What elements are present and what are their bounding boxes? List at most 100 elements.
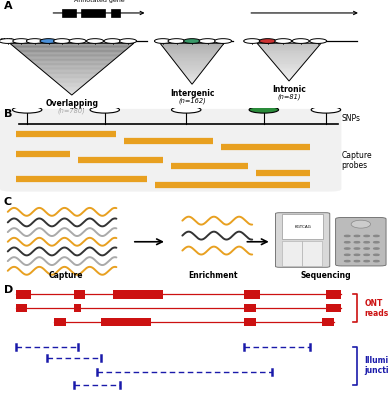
Circle shape — [345, 235, 350, 236]
Polygon shape — [66, 90, 78, 91]
Circle shape — [374, 242, 379, 243]
Circle shape — [354, 248, 360, 249]
Polygon shape — [67, 91, 76, 92]
Polygon shape — [41, 69, 103, 70]
Polygon shape — [278, 68, 300, 69]
Polygon shape — [257, 43, 321, 44]
Polygon shape — [282, 72, 296, 74]
Polygon shape — [70, 94, 73, 95]
Circle shape — [120, 39, 137, 44]
Text: B: B — [4, 109, 12, 119]
Polygon shape — [175, 62, 210, 63]
Polygon shape — [47, 74, 97, 76]
Polygon shape — [268, 56, 310, 57]
Polygon shape — [36, 65, 107, 66]
Polygon shape — [187, 77, 197, 78]
Circle shape — [364, 260, 369, 262]
Polygon shape — [48, 76, 95, 77]
Polygon shape — [163, 46, 222, 47]
Bar — [244, 290, 260, 298]
Bar — [74, 290, 85, 298]
Polygon shape — [21, 52, 123, 54]
Polygon shape — [287, 78, 291, 79]
Circle shape — [26, 39, 43, 44]
Polygon shape — [177, 65, 207, 66]
Polygon shape — [258, 44, 320, 45]
Polygon shape — [44, 72, 100, 73]
Text: Enrichment: Enrichment — [189, 272, 238, 280]
Polygon shape — [284, 75, 294, 76]
Polygon shape — [169, 54, 215, 56]
Text: C: C — [4, 197, 12, 207]
Polygon shape — [173, 60, 211, 61]
Polygon shape — [273, 62, 305, 63]
Bar — [113, 290, 163, 298]
Bar — [101, 318, 151, 326]
Polygon shape — [272, 61, 306, 62]
Text: Capture
probes: Capture probes — [341, 151, 372, 170]
Circle shape — [354, 254, 360, 256]
Polygon shape — [24, 55, 120, 56]
Polygon shape — [288, 79, 291, 80]
Polygon shape — [260, 47, 318, 48]
Bar — [326, 304, 341, 312]
Polygon shape — [164, 48, 220, 49]
Polygon shape — [188, 79, 196, 80]
Bar — [111, 9, 120, 17]
FancyBboxPatch shape — [0, 109, 341, 192]
Polygon shape — [260, 46, 319, 47]
FancyBboxPatch shape — [275, 213, 330, 267]
Polygon shape — [22, 54, 121, 55]
Polygon shape — [14, 47, 129, 48]
Polygon shape — [53, 80, 90, 81]
Circle shape — [345, 248, 350, 249]
Polygon shape — [179, 68, 205, 69]
Polygon shape — [275, 64, 303, 65]
Polygon shape — [261, 48, 317, 49]
Polygon shape — [279, 70, 299, 71]
Polygon shape — [277, 67, 301, 68]
Polygon shape — [172, 58, 212, 60]
Circle shape — [364, 254, 369, 256]
Polygon shape — [184, 74, 200, 75]
Bar — [54, 318, 66, 326]
Polygon shape — [28, 59, 115, 60]
Text: Illumina
junctions: Illumina junctions — [365, 356, 388, 375]
Polygon shape — [11, 44, 132, 46]
Polygon shape — [182, 71, 203, 72]
Polygon shape — [191, 83, 193, 84]
Text: Capture: Capture — [49, 272, 83, 280]
Circle shape — [12, 106, 42, 113]
Polygon shape — [263, 51, 315, 52]
Text: SNPs: SNPs — [341, 114, 360, 123]
Polygon shape — [286, 77, 292, 78]
Polygon shape — [31, 61, 112, 63]
Circle shape — [259, 39, 276, 44]
FancyBboxPatch shape — [282, 241, 302, 266]
Bar — [74, 304, 81, 312]
Text: (n=81): (n=81) — [277, 94, 301, 100]
Polygon shape — [170, 56, 214, 58]
Text: ONT
reads: ONT reads — [365, 299, 388, 318]
Polygon shape — [187, 78, 197, 79]
Polygon shape — [69, 92, 75, 94]
Circle shape — [87, 39, 104, 44]
Polygon shape — [181, 70, 203, 71]
Polygon shape — [35, 64, 109, 65]
Polygon shape — [191, 82, 194, 83]
Circle shape — [374, 235, 379, 236]
Polygon shape — [185, 76, 198, 77]
Polygon shape — [275, 65, 303, 66]
Polygon shape — [274, 63, 304, 64]
Bar — [322, 318, 334, 326]
Text: KGTCAG: KGTCAG — [294, 225, 311, 229]
Circle shape — [199, 39, 216, 44]
Circle shape — [244, 39, 261, 44]
Circle shape — [54, 39, 71, 44]
Polygon shape — [267, 54, 312, 56]
Text: Intergenic: Intergenic — [170, 88, 214, 98]
Polygon shape — [276, 66, 302, 67]
Circle shape — [345, 242, 350, 243]
Polygon shape — [180, 69, 204, 70]
Circle shape — [374, 248, 379, 249]
